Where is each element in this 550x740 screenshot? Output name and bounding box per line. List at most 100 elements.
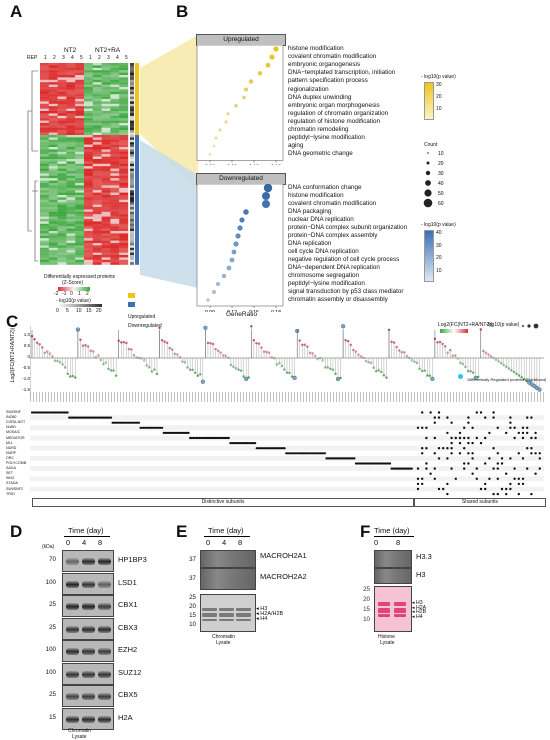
direction-bar (135, 115, 139, 119)
heatmap-cell (75, 72, 85, 76)
heatmap-cell (75, 243, 85, 246)
count-value: 40 (438, 181, 444, 187)
shared-membership-dot (416, 482, 420, 486)
heatmap-cell (75, 231, 85, 234)
heatmap-cell (75, 103, 85, 107)
heatmap-cell (66, 219, 76, 222)
membership-dot (165, 431, 168, 434)
heatmap-cell (119, 171, 129, 174)
lollipop-point (413, 360, 416, 364)
heatmap-cell (110, 243, 120, 246)
shared-membership-dot (530, 447, 533, 450)
f-label-h3: H3 (416, 570, 426, 579)
f-blot-h3 (374, 568, 412, 584)
heatmap-cell (66, 238, 76, 241)
membership-dot (185, 431, 189, 434)
pvalue-bar (130, 118, 134, 121)
heatmap-cell (40, 94, 49, 97)
membership-dot (410, 467, 413, 470)
heatmap-cell (75, 247, 85, 251)
lollipop-point (224, 354, 227, 357)
heatmap-cell (110, 233, 120, 236)
heatmap-cell (75, 214, 85, 217)
heatmap-cell (57, 250, 67, 253)
heatmap-cell (40, 163, 49, 167)
membership-dot (309, 452, 313, 455)
heatmap-cell (66, 180, 76, 184)
pvalue-bar (130, 156, 134, 160)
heatmap-cell (48, 240, 58, 244)
heatmap-cell (66, 156, 76, 160)
heatmap-cell (110, 183, 120, 186)
d-protein-label: CBX1 (118, 600, 138, 609)
heatmap-cell (119, 202, 129, 205)
heatmap-cell (119, 123, 129, 126)
heatmap-cell (40, 89, 49, 92)
heatmap-cell (101, 219, 111, 222)
heatmap-cell (119, 214, 129, 217)
pvalue-bar (130, 226, 134, 229)
heatmap-cell (119, 108, 129, 112)
membership-dot (44, 411, 48, 414)
heatmap-cell (57, 255, 67, 258)
direction-bar (135, 238, 139, 241)
membership-dot (224, 436, 227, 440)
heatmap-cell (92, 168, 102, 172)
direction-bar (135, 82, 139, 85)
go-term-label: negative regulation of cell cycle proces… (288, 256, 400, 263)
membership-dot (322, 452, 325, 455)
membership-dot (390, 467, 393, 470)
heatmap-cell (119, 91, 129, 95)
heatmap-cell (66, 252, 76, 256)
heatmap-cell (40, 120, 49, 124)
heatmap-cell (84, 252, 93, 256)
lollipop-point (298, 339, 301, 342)
heatmap-cell (57, 257, 67, 260)
heatmap-cell (75, 111, 85, 114)
pvalue-bar (130, 159, 134, 162)
heatmap-cell (119, 139, 129, 143)
direction-bar (135, 257, 139, 260)
f-time-label: Time (day) (374, 526, 410, 535)
lollipop-point (428, 374, 431, 377)
heatmap-cell (92, 187, 102, 191)
shared-membership-dot (425, 447, 428, 450)
heatmap-cell (40, 171, 49, 174)
panel-c-ylabel: Log2(FC(NT2+RA/NT2)) (10, 327, 16, 383)
lollipop-point (183, 361, 187, 364)
heatmap-cell (48, 228, 58, 232)
go-term-dot (231, 249, 237, 255)
pvalue-bar (130, 178, 134, 181)
e-gel-bands (202, 608, 251, 621)
pvalue-bar (130, 255, 134, 258)
pvalue-bar (130, 120, 134, 124)
heatmap-cell (101, 173, 111, 176)
direction-bar (135, 106, 139, 109)
pvalue-bar (130, 91, 134, 95)
distinctive-bar: Distinctive subunits (32, 498, 414, 507)
x-tick-label: 0.06 (205, 164, 215, 165)
go-term-dot (216, 282, 220, 286)
heatmap-cell (75, 235, 85, 239)
pvalue-bar (130, 245, 134, 248)
pvalue-bar (130, 132, 134, 136)
pvalue-bar (130, 89, 134, 92)
shared-membership-dot (446, 416, 449, 419)
lollipop-point (303, 343, 307, 346)
heatmap-cell (66, 63, 76, 66)
heatmap-cell (57, 132, 67, 136)
heatmap-cell (40, 77, 49, 80)
lollipop-point (537, 387, 542, 392)
d-mw-marker: 100 (45, 668, 56, 676)
heatmap-cell (75, 180, 85, 184)
heatmap-cell (92, 159, 102, 162)
shared-membership-dot (488, 431, 491, 435)
down-colorbar-label: - log10(p value) (421, 222, 456, 228)
membership-dot (249, 442, 252, 445)
heatmap-cell (84, 137, 93, 140)
go-term-label: peptidyl−lysine modification (288, 134, 365, 142)
heatmap-cell (66, 178, 76, 181)
heatmap-cell (40, 255, 49, 258)
heatmap-cell (119, 120, 129, 124)
